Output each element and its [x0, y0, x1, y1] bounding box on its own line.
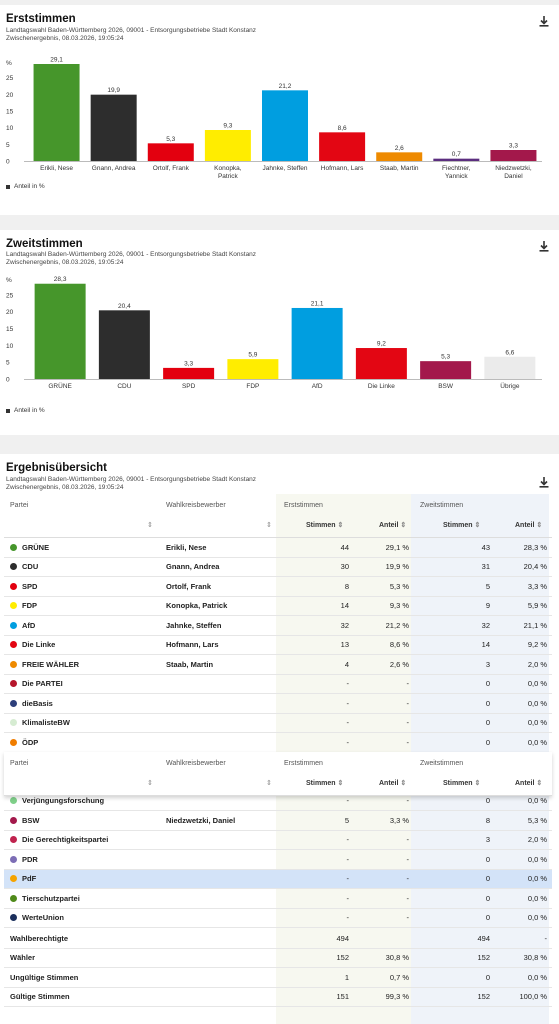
category-label: Staab, Martin [380, 165, 419, 172]
legend-swatch [6, 184, 10, 189]
zweitstimmen-card: Zweitstimmen Landtagswahl Baden-Württemb… [0, 230, 559, 435]
category-label: Patrick [218, 173, 239, 180]
bar-value-label: 2,6 [395, 145, 404, 152]
category-label: FDP [246, 383, 259, 390]
category-label: SPD [182, 383, 196, 390]
bar[interactable] [420, 361, 472, 379]
zweitstimmen-subtitle-1: Landtagswahl Baden-Württemberg 2026, 090… [6, 251, 257, 258]
erststimmen-chart: % 0 5 10 15 20 25 29,1 Erikli, Nese 19,9 Gnann, An… [6, 57, 542, 180]
zweitstimmen-title: Zweitstimmen [6, 238, 83, 250]
category-label: Übrige [500, 382, 520, 390]
category-label: Yannick [445, 173, 468, 180]
y-tick-label: 25 [6, 75, 14, 82]
results-subtitle-2: Zwischenergebnis, 08.03.2026, 19:05:24 [6, 484, 124, 491]
bar-value-label: 21,2 [279, 83, 292, 90]
category-label: Daniel [504, 173, 523, 180]
erststimmen-subtitle-1: Landtagswahl Baden-Württemberg 2026, 090… [6, 27, 257, 34]
erststimmen-subtitle-2: Zwischenergebnis, 08.03.2026, 19:05:24 [6, 35, 124, 42]
bar-value-label: 0,7 [452, 151, 461, 158]
bar-value-label: 5,3 [166, 136, 175, 143]
category-label: Erikli, Nese [40, 165, 73, 172]
bar[interactable] [147, 143, 194, 161]
bar-value-label: 19,9 [107, 87, 120, 94]
category-label: CDU [117, 383, 131, 390]
erststimmen-card: Erststimmen Landtagswahl Baden-Württembe… [0, 5, 559, 215]
y-tick-label: 0 [6, 377, 10, 384]
legend-swatch [6, 408, 10, 413]
category-label: Gnann, Andrea [92, 165, 136, 172]
bar-value-label: 21,1 [311, 300, 324, 307]
download-icon[interactable] [539, 241, 549, 252]
y-tick-label: 10 [6, 343, 14, 350]
category-label: Fiechtner, [442, 165, 471, 172]
category-label: BSW [438, 383, 454, 390]
bar-value-label: 3,3 [509, 143, 518, 150]
results-subtitle-1: Landtagswahl Baden-Württemberg 2026, 090… [6, 476, 257, 483]
results-title: Ergebnisübersicht [6, 462, 107, 474]
y-tick-label: 0 [6, 159, 10, 166]
legend-label: Anteil in % [14, 407, 45, 414]
category-label: GRÜNE [48, 382, 72, 390]
category-label: Niedzwetzki, [495, 165, 532, 172]
bar[interactable] [291, 307, 343, 379]
bar[interactable] [376, 152, 423, 161]
zweitstimmen-subtitle-2: Zwischenergebnis, 08.03.2026, 19:05:24 [6, 259, 124, 266]
bar[interactable] [33, 64, 80, 161]
bar-value-label: 3,3 [184, 360, 193, 367]
y-axis-label: % [6, 277, 12, 284]
y-tick-label: 20 [6, 309, 14, 316]
zweitstimmen-chart: % 0 5 10 15 20 25 28,3 GRÜNE 20,4 CDU 3,3 SPD 5,9 FDP 2… [6, 276, 542, 390]
bar-value-label: 5,9 [248, 352, 257, 359]
bar-value-label: 5,3 [441, 354, 450, 361]
bar[interactable] [227, 359, 279, 379]
bar[interactable] [262, 90, 308, 161]
legend-label: Anteil in % [14, 183, 45, 190]
bar-value-label: 9,2 [377, 341, 386, 348]
bar[interactable] [355, 348, 407, 379]
download-icon[interactable] [539, 477, 549, 488]
y-tick-label: 10 [6, 125, 14, 132]
bar[interactable] [90, 94, 137, 161]
bar[interactable] [319, 132, 366, 161]
category-label: AfD [312, 383, 323, 390]
bar[interactable] [484, 356, 536, 379]
y-tick-label: 20 [6, 92, 14, 99]
bar-value-label: 9,3 [223, 123, 232, 130]
bar[interactable] [490, 150, 537, 161]
bar[interactable] [433, 158, 480, 161]
erststimmen-title: Erststimmen [6, 13, 76, 25]
y-tick-label: 15 [6, 326, 14, 333]
bar-value-label: 29,1 [50, 57, 63, 64]
y-tick-label: 15 [6, 109, 14, 116]
bar-value-label: 28,3 [54, 276, 67, 283]
zweitstimmen-legend: Anteil in % [6, 407, 45, 414]
category-label: Konopka, [214, 165, 242, 172]
bar-value-label: 6,6 [505, 349, 514, 356]
results-card: Ergebnisübersicht Landtagswahl Baden-Wür… [0, 454, 559, 1024]
category-label: Hofmann, Lars [321, 165, 364, 172]
y-tick-label: 5 [6, 360, 10, 367]
bar[interactable] [163, 367, 215, 379]
category-label: Jahnke, Steffen [262, 165, 307, 172]
download-icon[interactable] [539, 16, 549, 27]
bar-value-label: 20,4 [118, 303, 131, 310]
y-tick-label: 25 [6, 292, 14, 299]
bar-value-label: 8,6 [338, 125, 347, 132]
bar[interactable] [98, 310, 150, 379]
y-axis-label: % [6, 60, 12, 67]
bar[interactable] [34, 283, 86, 379]
erststimmen-legend: Anteil in % [6, 183, 45, 190]
category-label: Ortolf, Frank [153, 165, 190, 172]
y-tick-label: 5 [6, 142, 10, 149]
category-label: Die Linke [368, 383, 395, 390]
bar[interactable] [204, 130, 251, 161]
